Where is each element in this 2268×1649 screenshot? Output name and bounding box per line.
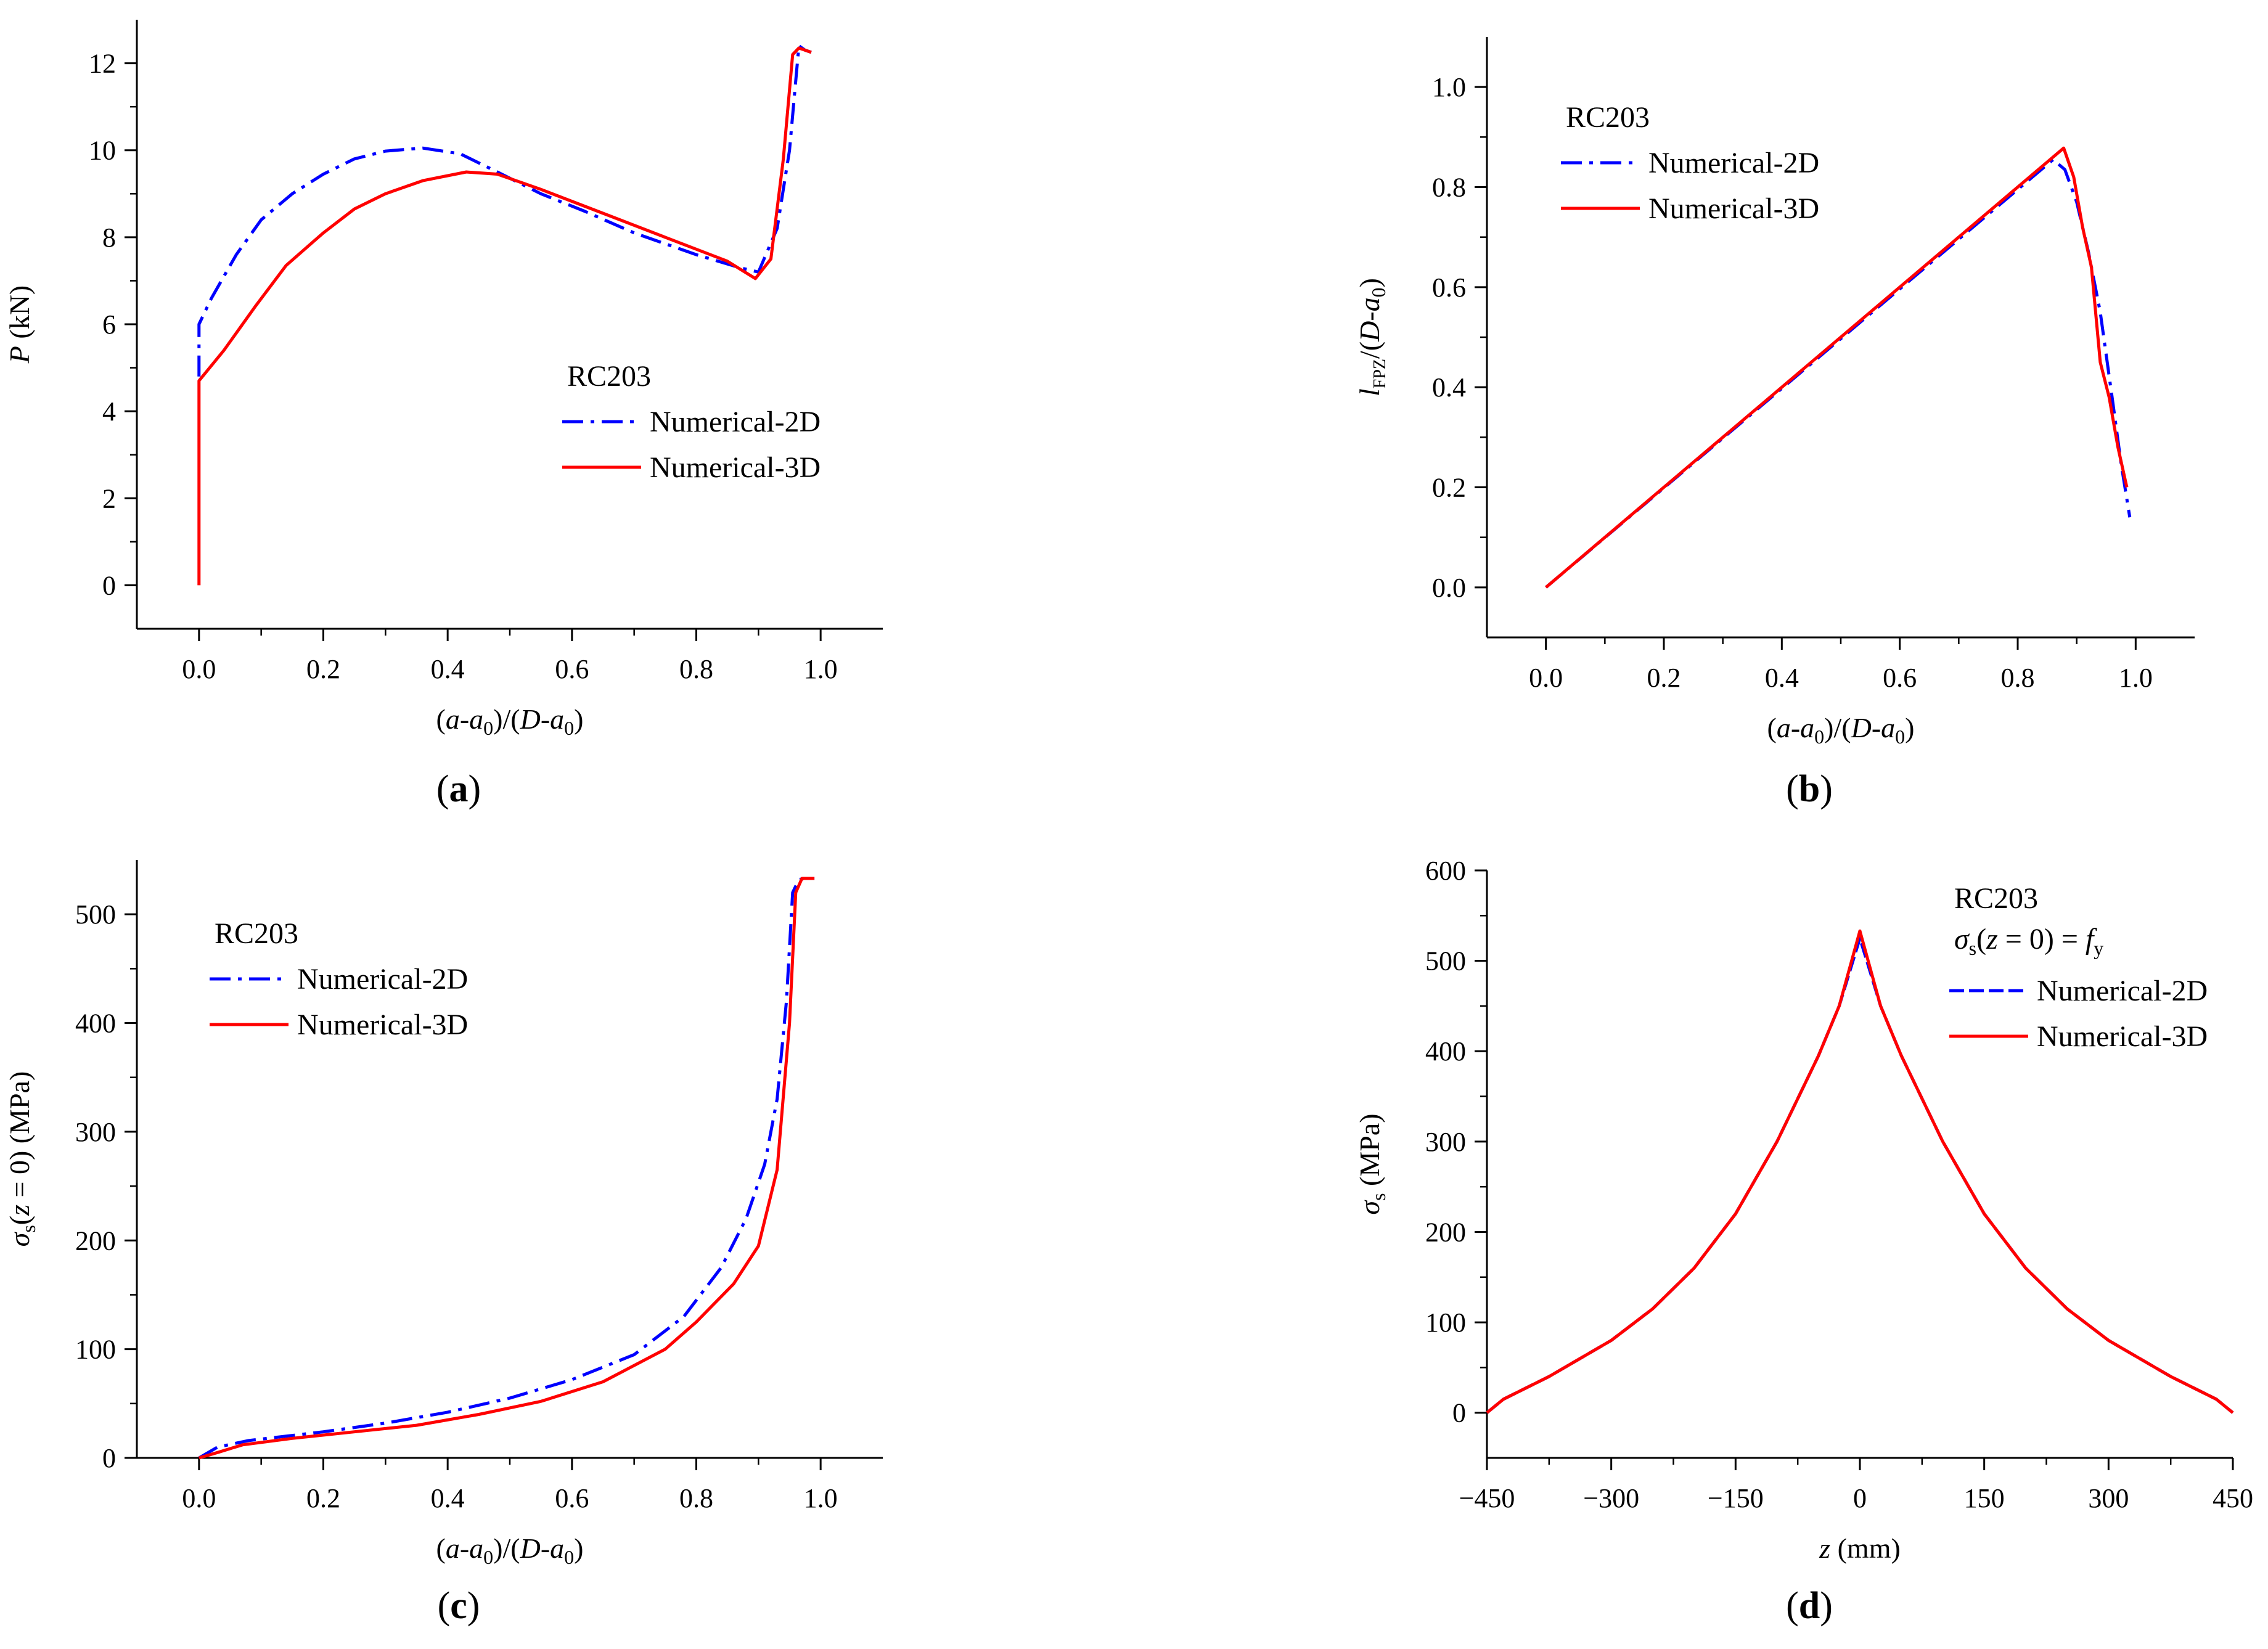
x-tick-label: −150 <box>1708 1483 1764 1513</box>
y-tick-label: 1.0 <box>1432 72 1466 102</box>
legend-label: Numerical-3D <box>2037 1020 2208 1053</box>
x-tick-label: 0.0 <box>1529 663 1563 693</box>
y-tick-label: 0.8 <box>1432 173 1466 203</box>
y-tick-label: 2 <box>102 483 116 514</box>
chart-panel-c: 0.0 0.2 0.4 0.6 0.8 1.0 0 100 200 300 400 500 (a-a0)… <box>4 860 883 1627</box>
y-tick-label: 4 <box>102 396 116 427</box>
x-tick-label: 0.8 <box>679 654 713 684</box>
x-tick-label: 0.6 <box>1883 663 1917 693</box>
panel-caption: (a) <box>436 768 481 810</box>
x-tick-label: 1.0 <box>2119 663 2153 693</box>
panel-caption: (b) <box>1786 768 1833 810</box>
legend-label: Numerical-2D <box>297 963 468 996</box>
x-tick-label: 450 <box>2213 1483 2253 1513</box>
x-tick-label: 1.0 <box>804 654 838 684</box>
y-tick-label: 0.4 <box>1432 372 1466 403</box>
panel-caption: (c) <box>438 1585 480 1627</box>
y-tick-label: 600 <box>1425 856 1466 886</box>
legend-label: Numerical-3D <box>650 451 821 484</box>
y-tick-label: 100 <box>75 1335 116 1365</box>
x-tick-label: 0.6 <box>555 654 589 684</box>
series-line-numerical-2d <box>1486 936 2234 1414</box>
y-tick-label: 400 <box>75 1009 116 1039</box>
y-axis-label: σs (MPa) <box>1354 1113 1390 1214</box>
legend-title: RC203 <box>1954 882 2038 915</box>
series-line-numerical-2d <box>198 877 815 1460</box>
series-line-numerical-2d <box>1545 158 2132 589</box>
y-tick-label: 300 <box>1425 1127 1466 1157</box>
y-tick-label: 0.6 <box>1432 272 1466 303</box>
legend-label: Numerical-2D <box>1648 147 1819 179</box>
y-axis-label: lFPZ/(D-a0) <box>1354 278 1390 396</box>
x-tick-label: 0.4 <box>431 654 465 684</box>
x-tick-label: 0.2 <box>306 654 340 684</box>
y-tick-label: 0.2 <box>1432 473 1466 503</box>
x-tick-label: 300 <box>2088 1483 2129 1513</box>
y-axis-label: σs(z = 0) (MPa) <box>4 1071 39 1247</box>
x-tick-label: 0.6 <box>555 1483 589 1513</box>
y-tick-label: 500 <box>75 899 116 930</box>
x-tick-label: 0.2 <box>306 1483 340 1513</box>
x-tick-label: −300 <box>1583 1483 1639 1513</box>
y-tick-label: 0 <box>102 570 116 600</box>
y-tick-label: 8 <box>102 223 116 253</box>
x-tick-label: 0.4 <box>1765 663 1799 693</box>
y-tick-label: 300 <box>75 1117 116 1147</box>
y-tick-label: 400 <box>1425 1036 1466 1066</box>
y-tick-label: 10 <box>89 136 116 166</box>
legend-label: Numerical-2D <box>650 406 821 438</box>
y-tick-label: 500 <box>1425 946 1466 976</box>
x-tick-label: 150 <box>1964 1483 2005 1513</box>
series-line-numerical-3d <box>199 877 815 1460</box>
y-tick-label: 12 <box>89 49 116 79</box>
chart-panel-d: −450 −300 −150 0 150 300 450 0 100 200 300 400 500 60… <box>1354 856 2253 1627</box>
x-axis-label: z (mm) <box>1819 1532 1901 1564</box>
x-tick-label: 0.2 <box>1647 663 1681 693</box>
panel-caption: (d) <box>1786 1585 1833 1627</box>
series-line-numerical-3d <box>1486 929 2234 1414</box>
y-axis-label: P (kN) <box>4 285 35 364</box>
chart-panel-a: 0.0 0.2 0.4 0.6 0.8 1.0 0 2 4 6 8 10 12 (a-a0)/(D-a0)… <box>4 20 883 810</box>
y-tick-label: 0 <box>1452 1398 1466 1428</box>
x-tick-label: 0.4 <box>431 1483 465 1513</box>
legend-label: Numerical-3D <box>1648 192 1819 225</box>
y-tick-label: 200 <box>1425 1217 1466 1247</box>
legend-label: Numerical-2D <box>2037 975 2208 1007</box>
legend-label: Numerical-3D <box>297 1009 468 1041</box>
series-line-numerical-3d <box>197 46 812 586</box>
series-line-numerical-3d <box>1545 146 2129 589</box>
x-tick-label: 1.0 <box>804 1483 838 1513</box>
y-tick-label: 0.0 <box>1432 573 1466 603</box>
x-axis-label: (a-a0)/(D-a0) <box>1767 712 1915 748</box>
x-tick-label: 0.0 <box>182 1483 216 1513</box>
x-axis-label: (a-a0)/(D-a0) <box>436 1532 584 1568</box>
x-tick-label: 0.0 <box>182 654 216 684</box>
x-tick-label: 0.8 <box>679 1483 713 1513</box>
y-tick-label: 100 <box>1425 1307 1466 1338</box>
series-line-numerical-2d <box>197 44 812 377</box>
y-tick-label: 0 <box>102 1443 116 1473</box>
y-tick-label: 200 <box>75 1225 116 1256</box>
y-tick-label: 6 <box>102 309 116 340</box>
legend-title: RC203 <box>215 917 298 950</box>
x-tick-label: 0 <box>1853 1483 1867 1513</box>
legend-title: RC203 <box>1566 101 1650 134</box>
legend-title: RC203 <box>567 360 651 393</box>
legend-subtitle: σs(z = 0) = fy <box>1954 923 2103 959</box>
chart-panel-b: 0.0 0.2 0.4 0.6 0.8 1.0 0.0 0.2 0.4 0.6 0.8 1.0 (a-a… <box>1354 37 2195 810</box>
x-tick-label: 0.8 <box>2001 663 2035 693</box>
x-tick-label: −450 <box>1459 1483 1515 1513</box>
x-axis-label: (a-a0)/(D-a0) <box>436 703 584 739</box>
